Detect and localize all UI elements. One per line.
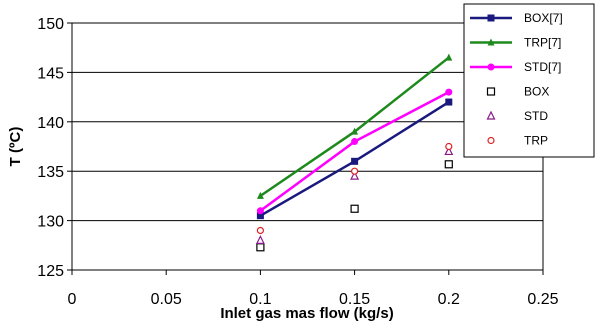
- data-point-trp-7: [445, 53, 453, 61]
- legend-marker: [487, 38, 495, 46]
- x-axis-title: Inlet gas mas flow (kg/s): [220, 305, 393, 322]
- y-tick-label: 135: [37, 164, 64, 181]
- data-point-trp: [445, 142, 453, 151]
- series-std-7: [256, 88, 453, 215]
- data-point-std-7: [445, 88, 453, 96]
- data-point-box: [350, 204, 359, 213]
- series-box-7: [256, 98, 453, 220]
- legend-item-trp-7: TRP[7]: [470, 36, 561, 50]
- x-tick-label: 0.2: [438, 291, 460, 308]
- data-point-trp: [256, 226, 264, 235]
- legend-item-box: BOX: [486, 85, 549, 99]
- series-box: [256, 160, 453, 252]
- legend: BOX[7] TRP[7] STD[7] BOX STD TRP: [463, 3, 595, 158]
- legend-item-box-7: BOX[7]: [470, 11, 563, 25]
- legend-label: STD: [524, 109, 548, 123]
- legend-label: TRP[7]: [524, 36, 561, 50]
- legend-marker: [487, 14, 495, 22]
- y-tick-label: 140: [37, 115, 64, 132]
- legend-marker: [486, 110, 496, 120]
- data-point-trp-7: [351, 127, 359, 135]
- legend-label: BOX: [524, 85, 549, 99]
- data-point-box-7: [256, 212, 264, 220]
- x-tick-label: 0.1: [249, 291, 271, 308]
- legend-item-std: STD: [486, 109, 548, 123]
- y-tick-label: 145: [37, 65, 64, 82]
- data-point-trp: [351, 167, 359, 175]
- y-tick-label: 130: [37, 214, 64, 231]
- data-point-std: [444, 146, 454, 156]
- legend-label: BOX[7]: [524, 11, 563, 25]
- y-axis-title: T (ºC): [7, 127, 24, 167]
- legend-item-std-7: STD[7]: [470, 60, 561, 74]
- data-point-box-7: [351, 157, 359, 165]
- data-point-box-7: [445, 98, 453, 106]
- legend-item-trp: TRP: [487, 134, 548, 148]
- series-layer: [255, 53, 454, 252]
- series-trp: [256, 142, 453, 235]
- x-tick-label: 0.15: [339, 291, 370, 308]
- legend-box: [463, 3, 595, 158]
- legend-label: TRP: [524, 134, 548, 148]
- data-point-std: [255, 235, 265, 244]
- series-line-std-7: [259, 91, 450, 212]
- x-tick-label: 0: [68, 291, 77, 308]
- data-point-trp-7: [256, 191, 264, 199]
- data-point-std-7: [256, 207, 264, 215]
- legend-marker: [487, 63, 495, 71]
- data-point-std-7: [351, 138, 359, 146]
- data-point-box: [256, 243, 265, 252]
- series-std: [255, 146, 454, 244]
- axis-ticks: 125 130 135 140 145 150 0 0.05 0.1 0.15 0.2 0.25: [37, 16, 558, 308]
- x-tick-label: 0.25: [527, 291, 558, 308]
- legend-marker: [487, 136, 495, 145]
- series-trp-7: [256, 53, 453, 199]
- y-tick-label: 125: [37, 263, 64, 280]
- data-point-std: [350, 170, 360, 180]
- x-tick-label: 0.05: [151, 291, 182, 308]
- data-point-box: [444, 160, 453, 169]
- legend-marker: [486, 87, 496, 96]
- y-tick-label: 150: [37, 16, 64, 33]
- legend-label: STD[7]: [524, 60, 561, 74]
